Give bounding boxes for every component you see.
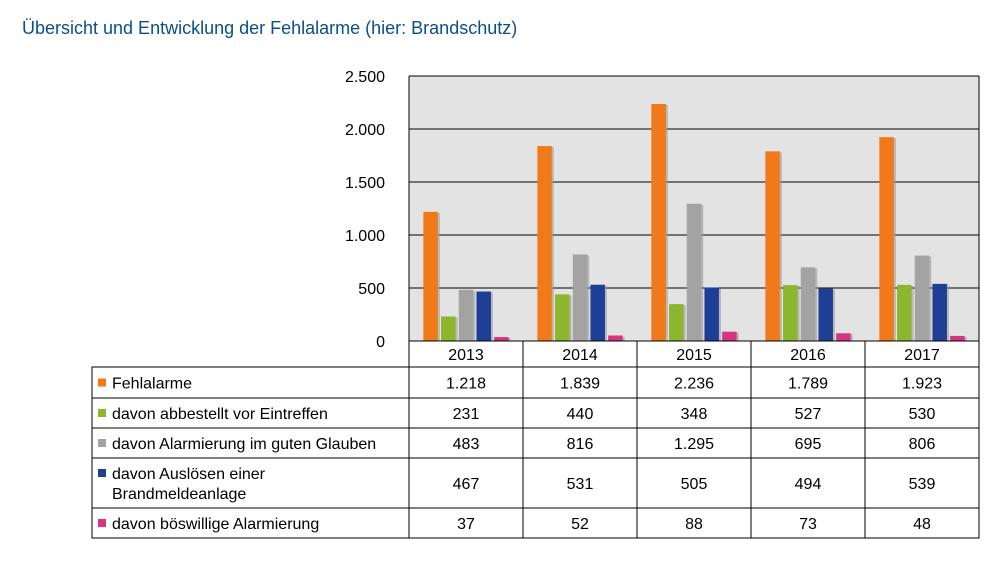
bar (572, 254, 588, 341)
legend-label: davon abbestellt vor Eintreffen (112, 406, 328, 423)
data-label: 1.218 (446, 376, 486, 393)
bar (836, 333, 851, 341)
bar (950, 335, 965, 341)
bar (423, 211, 438, 341)
bar (818, 288, 833, 341)
x-tick-label: 2015 (676, 347, 712, 364)
data-label: 1.789 (788, 376, 828, 393)
data-label: 483 (453, 436, 480, 453)
data-label: 1.839 (560, 376, 600, 393)
legend-swatch (98, 519, 106, 527)
data-label: 806 (909, 436, 936, 453)
data-label: 231 (453, 406, 480, 423)
y-tick-label: 0 (376, 334, 385, 351)
data-label: 539 (909, 476, 936, 493)
data-label: 467 (453, 476, 480, 493)
table-cell (864, 507, 980, 539)
legend-label: Fehlalarme (112, 376, 192, 393)
bar (704, 287, 719, 341)
bar (686, 203, 702, 341)
data-label: 494 (795, 476, 822, 493)
data-label: 88 (685, 516, 703, 533)
data-label: 1.295 (674, 436, 714, 453)
legend-label: Brandmeldeanlage (112, 486, 246, 503)
data-label: 527 (795, 406, 822, 423)
bar (537, 146, 552, 341)
bar (879, 137, 894, 341)
data-label: 530 (909, 406, 936, 423)
x-tick-label: 2016 (790, 347, 826, 364)
y-tick-label: 1.000 (345, 228, 385, 245)
data-table: 2013 2014 2015 2016 2017 Fehlalarme 1.218 1.839… (91, 340, 980, 539)
data-label: 52 (571, 516, 589, 533)
chart-title: Übersicht und Entwicklung der Fehlalarme… (22, 18, 518, 38)
data-label: 2.236 (674, 376, 714, 393)
y-tick-label: 2.500 (345, 69, 385, 86)
x-tick-label: 2017 (904, 347, 940, 364)
bar (441, 316, 456, 341)
bar (555, 294, 570, 341)
y-tick-label: 500 (358, 281, 385, 298)
bar (932, 283, 947, 341)
legend-swatch (98, 469, 106, 477)
bar (458, 289, 474, 341)
legend-swatch (98, 439, 106, 447)
legend-swatch (98, 378, 106, 387)
data-label: 1.923 (902, 376, 942, 393)
data-label: 73 (799, 516, 817, 533)
plot-area: 0 500 1.000 1.500 2.000 2.500 (345, 69, 980, 351)
bar (897, 284, 912, 341)
bar (494, 337, 509, 341)
bar (608, 335, 623, 341)
data-label: 348 (681, 406, 708, 423)
bar (590, 284, 605, 341)
bar (800, 267, 816, 341)
y-tick-label: 2.000 (345, 122, 385, 139)
data-label: 505 (681, 476, 708, 493)
bar (783, 285, 798, 341)
bar (669, 304, 684, 341)
x-tick-label: 2014 (562, 347, 598, 364)
data-label: 816 (567, 436, 594, 453)
legend-label: davon böswillige Alarmierung (112, 516, 319, 533)
bar (651, 103, 666, 341)
legend-label: davon Alarmierung im guten Glauben (112, 436, 376, 453)
x-tick-label: 2013 (448, 347, 484, 364)
y-tick-label: 1.500 (345, 175, 385, 192)
bar (765, 151, 780, 341)
legend-swatch (98, 409, 106, 417)
data-label: 37 (457, 516, 475, 533)
bar (476, 291, 491, 341)
data-label: 440 (567, 406, 594, 423)
data-label: 695 (795, 436, 822, 453)
bar (722, 331, 737, 341)
data-label: 531 (567, 476, 594, 493)
legend-label: davon Auslösen einer (112, 466, 266, 483)
data-label: 48 (913, 516, 931, 533)
bar (914, 255, 930, 341)
